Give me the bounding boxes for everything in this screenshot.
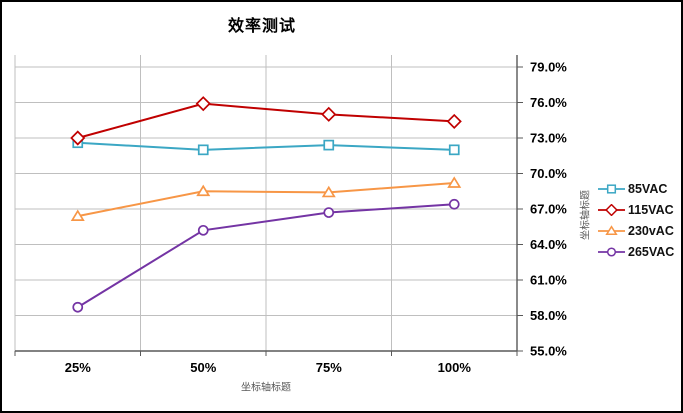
y-tick-label: 67.0% — [530, 202, 567, 217]
series-line-85vac — [77, 141, 455, 151]
legend-item-115vac: 115VAC — [598, 203, 674, 217]
legend-triangle-marker-icon — [598, 225, 625, 236]
series-line-265vac — [77, 203, 455, 309]
x-tick-label: 25% — [65, 360, 91, 375]
series-line-115vac — [77, 102, 455, 139]
point-230vac-75% — [321, 185, 336, 198]
point-265vac-50% — [197, 224, 209, 236]
point-115vac-50% — [195, 96, 211, 112]
point-85vac-50% — [197, 144, 209, 156]
x-tick-label: 75% — [316, 360, 342, 375]
point-265vac-100% — [448, 198, 460, 210]
point-265vac-75% — [323, 207, 335, 218]
series-line-230vac — [77, 181, 455, 218]
legend-item-230vac: 230vAC — [598, 224, 674, 238]
y-axis-title: 坐标轴标题 — [580, 190, 592, 240]
x-tick-label: 100% — [438, 360, 472, 375]
legend-circle-marker-icon — [598, 247, 625, 257]
legend-label: 115VAC — [628, 203, 674, 217]
y-tick-label: 70.0% — [530, 166, 567, 181]
legend-square-marker-icon — [598, 184, 625, 194]
y-tick-label: 76.0% — [530, 95, 567, 110]
legend: 85VAC 115VAC 230vAC 265VAC — [598, 182, 674, 259]
point-230vac-50% — [196, 184, 211, 197]
legend-item-85vac: 85VAC — [598, 182, 674, 196]
legend-label: 265VAC — [628, 245, 675, 259]
legend-diamond-marker-icon — [598, 204, 625, 216]
x-axis-title: 坐标轴标题 — [241, 382, 291, 394]
point-85vac-75% — [323, 139, 335, 151]
y-tick-label: 79.0% — [530, 60, 567, 75]
point-230vac-100% — [447, 176, 462, 188]
point-230vac-25% — [70, 209, 85, 221]
x-tick-label: 50% — [190, 360, 216, 375]
point-115vac-100% — [446, 113, 462, 129]
legend-label: 85VAC — [628, 182, 668, 196]
y-tick-label: 55.0% — [530, 344, 567, 359]
y-tick-label: 61.0% — [530, 273, 567, 288]
point-265vac-25% — [72, 301, 84, 313]
legend-label: 230vAC — [628, 224, 674, 238]
legend-item-265vac: 265VAC — [598, 245, 674, 259]
y-tick-label: 64.0% — [530, 237, 567, 252]
y-tick-label: 58.0% — [530, 308, 567, 323]
chart-title: 效率测试 — [227, 18, 296, 35]
point-85vac-100% — [448, 144, 460, 156]
y-tick-label: 73.0% — [530, 131, 567, 146]
point-115vac-75% — [321, 106, 337, 122]
point-115vac-25% — [70, 130, 86, 146]
